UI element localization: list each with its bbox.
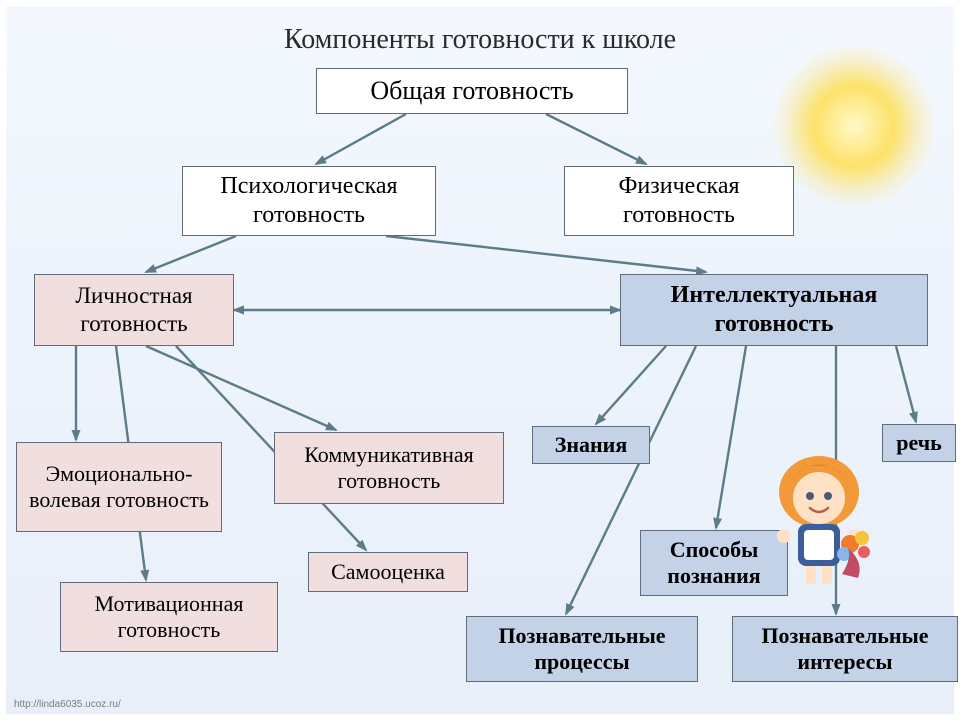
node-speech: речь [882, 424, 956, 462]
node-intellect: Интеллектуальная готовность [620, 274, 928, 346]
node-personal: Личностная готовность [34, 274, 234, 346]
node-phys: Физическая готовность [564, 166, 794, 236]
edge-intellect-knowledge [596, 346, 666, 424]
diagram-stage: Компоненты готовности к школе Общая гото… [0, 0, 960, 720]
node-processes: Познавательные процессы [466, 616, 698, 682]
edge-intellect-speech [896, 346, 916, 422]
node-interests: Познавательные интересы [732, 616, 958, 682]
slide-title: Компоненты готовности к школе [6, 24, 954, 56]
edge-intellect-methods [716, 346, 746, 528]
edge-general-psych [316, 114, 406, 164]
edge-psych-personal [146, 236, 236, 272]
edge-general-phys [546, 114, 646, 164]
node-methods: Способы познания [640, 530, 788, 596]
footer-url: http://linda6035.ucoz.ru/ [14, 699, 121, 710]
node-motiv: Мотивационная готовность [60, 582, 278, 652]
node-general: Общая готовность [316, 68, 628, 114]
node-selfest: Самооценка [308, 552, 468, 592]
edge-psych-intellect [386, 236, 706, 272]
node-emotion: Эмоционально-волевая готовность [16, 442, 222, 532]
node-psych: Психологическая готовность [182, 166, 436, 236]
sun-decoration [774, 46, 934, 206]
edge-personal-commun [146, 346, 336, 430]
node-commun: Коммуникативная готовность [274, 432, 504, 504]
node-knowledge: Знания [532, 426, 650, 464]
